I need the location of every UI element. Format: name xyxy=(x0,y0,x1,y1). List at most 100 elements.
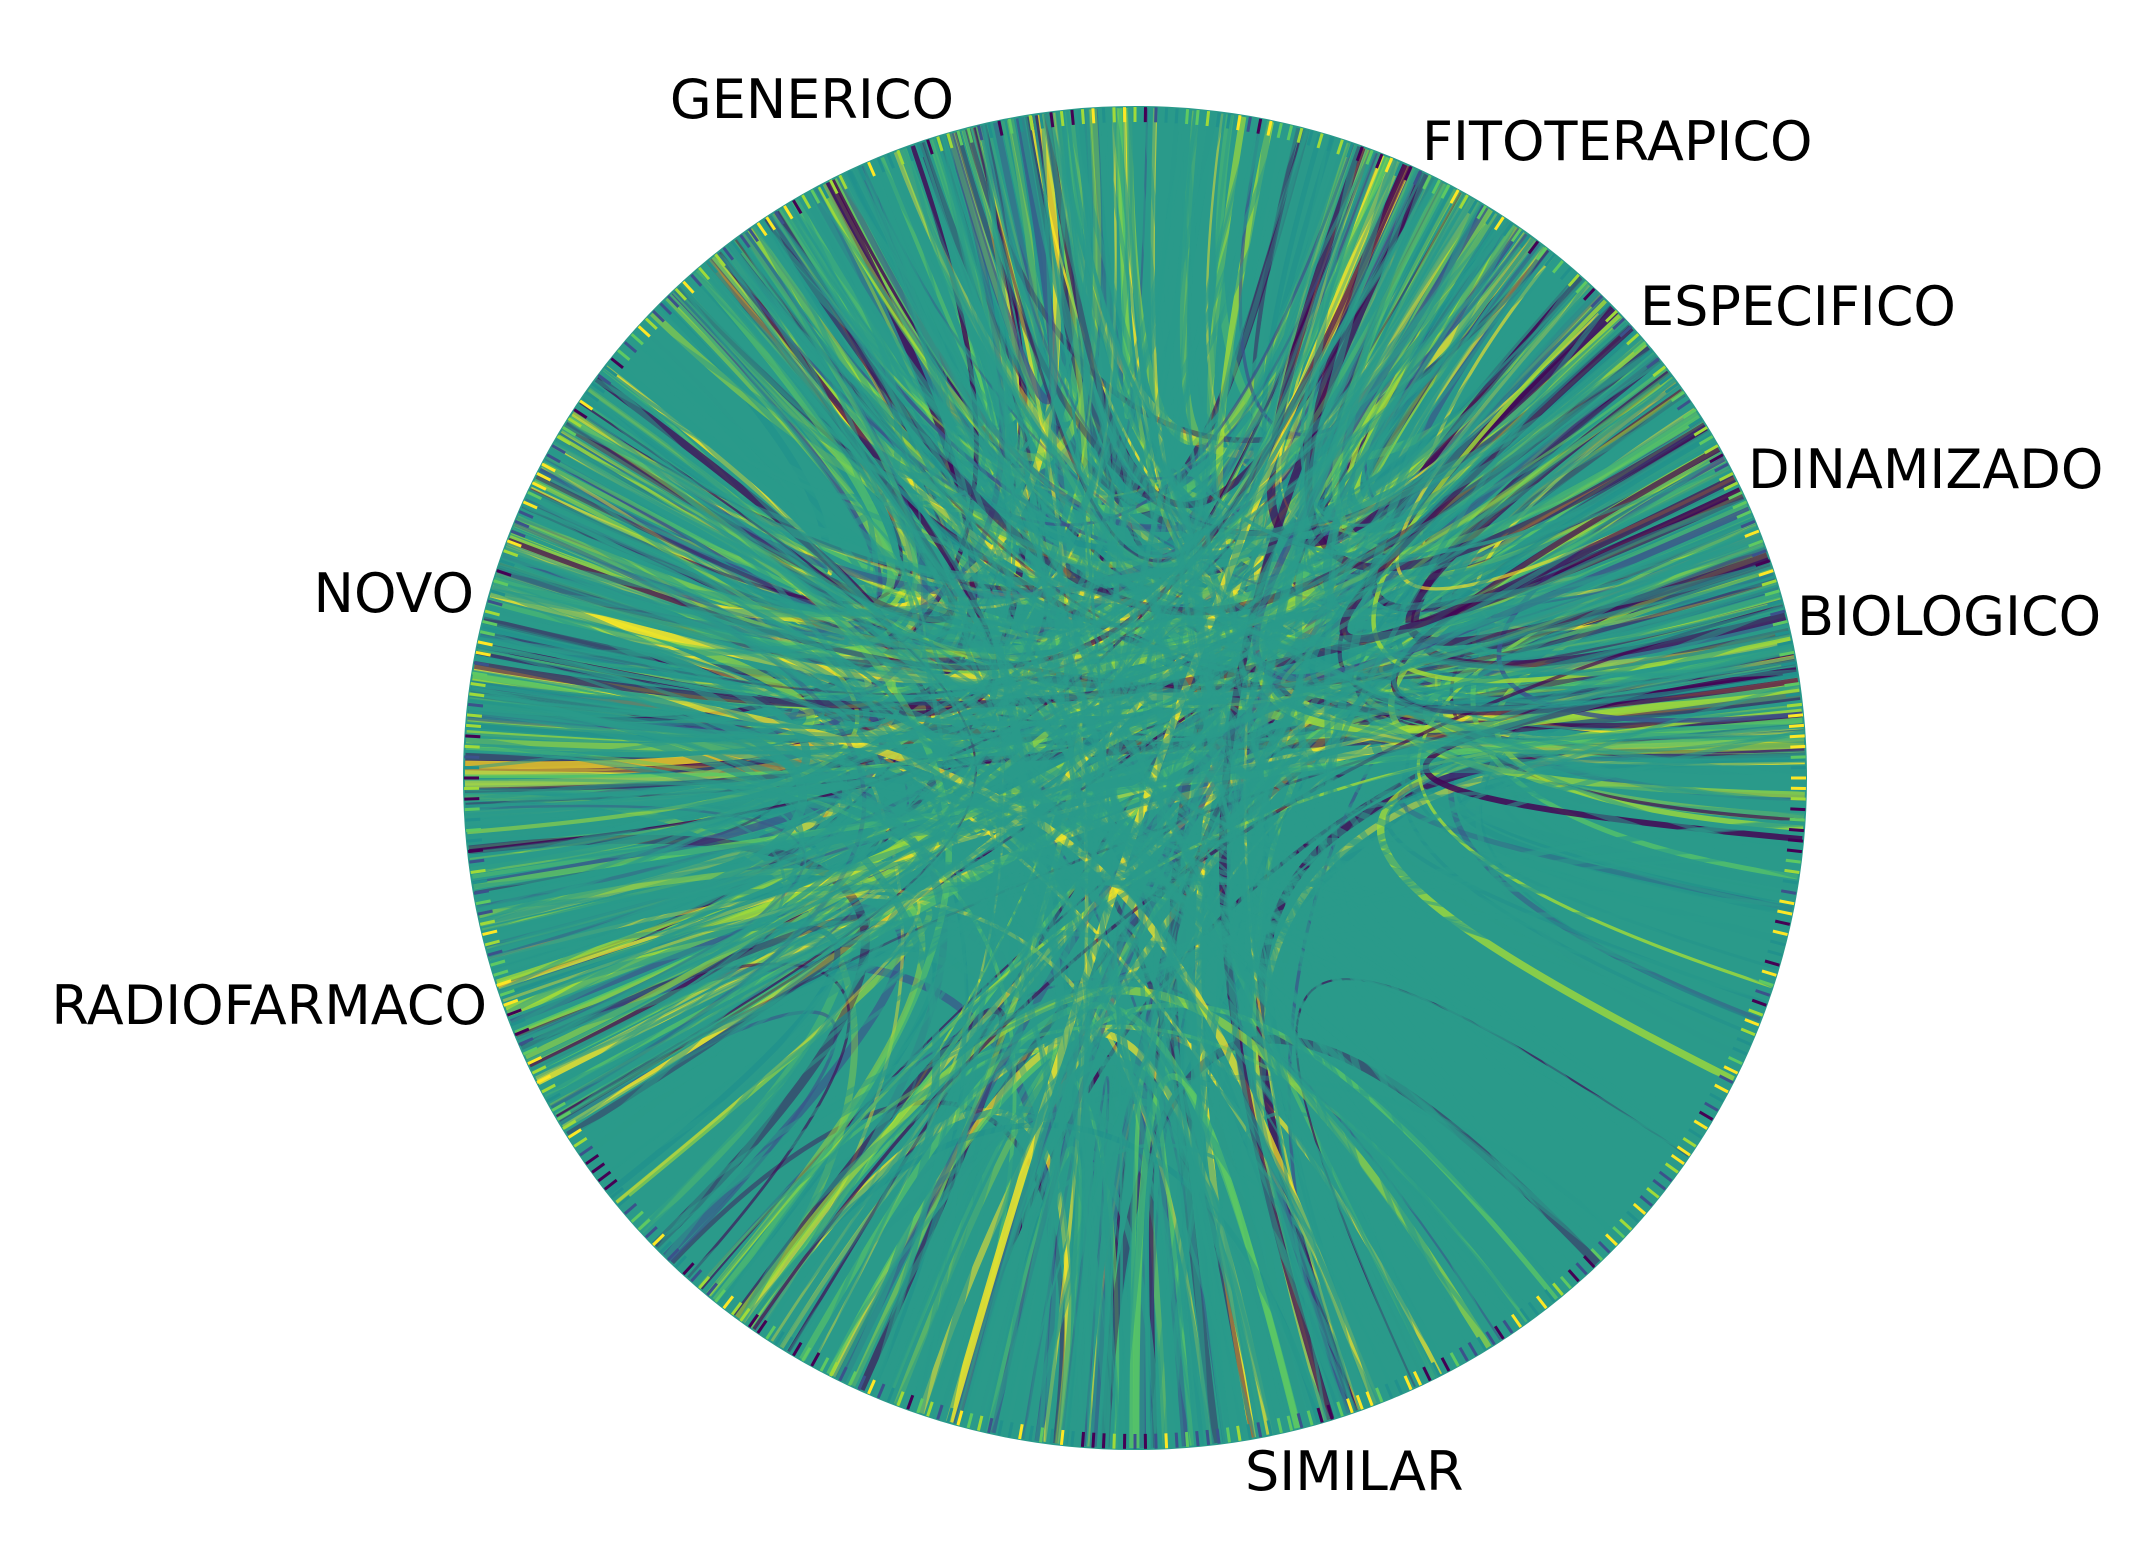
chord-rim-tick xyxy=(503,549,519,558)
chord-rim-tick xyxy=(876,1383,886,1399)
chord-rim-tick xyxy=(490,589,506,597)
chord-ribbon xyxy=(517,621,1789,1045)
chord-rim-tick xyxy=(506,1008,522,1017)
chord-rim-tick xyxy=(1286,125,1294,141)
chord-rim-tick xyxy=(1758,979,1774,987)
chord-rim-tick xyxy=(896,1391,905,1407)
chord-rim-tick xyxy=(573,408,588,420)
chord-rim-tick xyxy=(1552,260,1564,274)
chord-rim-tick xyxy=(585,390,600,403)
chord-rim-tick xyxy=(652,309,665,323)
chord-rim-tick xyxy=(466,838,483,843)
chord-ribbon xyxy=(959,1030,1080,1436)
chord-rim-tick xyxy=(522,1046,538,1056)
chord-rim-tick xyxy=(801,194,812,209)
chord-rim-tick xyxy=(499,989,515,997)
chord-rim-tick xyxy=(783,1336,794,1351)
chord-rim-tick xyxy=(1195,109,1200,126)
chord-rim-tick xyxy=(1755,559,1771,567)
chord-rim-tick xyxy=(1101,107,1106,123)
chord-rim-tick xyxy=(1091,1432,1096,1448)
chord-rim-tick xyxy=(714,1289,726,1303)
chord-rim-tick xyxy=(747,228,760,243)
chord-ribbon xyxy=(1173,110,1616,1252)
chord-rim-tick xyxy=(467,848,484,854)
chord-rim-tick xyxy=(591,382,606,394)
chord-rim-tick xyxy=(469,858,485,864)
chord-rim-tick xyxy=(603,365,618,378)
chord-rim-tick xyxy=(847,170,858,186)
chord-rim-tick xyxy=(1787,713,1804,718)
chord-rim-tick xyxy=(546,1092,561,1103)
chord-rim-tick xyxy=(567,417,582,428)
category-label-radiofarmaco: RADIOFARMACO xyxy=(51,974,487,1037)
chord-rim-tick xyxy=(1185,1431,1190,1448)
chord-rim-tick xyxy=(1296,1413,1304,1429)
chord-rim-tick xyxy=(810,1352,821,1367)
chord-rim-tick xyxy=(867,161,876,177)
chord-rim-tick xyxy=(623,1202,638,1215)
chord-rim-tick xyxy=(1394,1379,1403,1395)
chord-rim-tick xyxy=(1527,240,1540,255)
chord-rim-tick xyxy=(1112,1433,1116,1449)
chord-rim-tick xyxy=(838,1366,848,1382)
chord-ribbon xyxy=(1311,222,1516,1405)
chord-rim-tick xyxy=(464,744,480,749)
chord-ribbon xyxy=(984,123,1690,1160)
chord-rim-tick xyxy=(1590,1248,1604,1261)
chord-rim-tick xyxy=(482,929,498,937)
chord-rim-tick xyxy=(1316,1407,1324,1423)
chord-rim-tick xyxy=(1784,682,1800,688)
chord-rim-tick xyxy=(1751,549,1767,558)
chord-rim-tick xyxy=(597,1170,612,1183)
chord-rim-tick xyxy=(541,1083,556,1094)
chord-rim-tick xyxy=(1639,349,1653,361)
chord-rim-tick xyxy=(916,142,924,158)
chord-rim-tick xyxy=(531,481,547,491)
chord-rim-tick xyxy=(1346,1398,1354,1414)
chord-rim-tick xyxy=(1412,170,1423,186)
chord-rim-tick xyxy=(1467,199,1478,215)
chord-ribbon xyxy=(980,125,1215,1445)
chord-ribbon xyxy=(641,912,1789,1235)
chord-rim-tick xyxy=(976,125,984,141)
chord-rim-tick xyxy=(1664,1162,1679,1174)
chord-rim-tick xyxy=(1736,510,1752,519)
chord-rim-tick xyxy=(482,619,498,627)
chord-rim-tick xyxy=(916,1398,924,1414)
chord-rim-tick xyxy=(579,1145,594,1157)
chord-rim-tick xyxy=(674,287,687,301)
chord-rim-tick xyxy=(698,266,711,281)
chord-rim-tick xyxy=(637,1218,651,1231)
chord-rim-tick xyxy=(1476,205,1487,220)
chord-rim-tick xyxy=(1276,122,1283,139)
chord-ribbon xyxy=(477,350,1655,657)
chord-rim-tick xyxy=(1605,309,1618,323)
chord-ribbon xyxy=(817,360,1662,1370)
chord-rim-tick xyxy=(1789,734,1805,739)
chord-rim-tick xyxy=(496,979,512,987)
chord-rim-tick xyxy=(467,702,484,708)
chord-rim-tick xyxy=(792,1341,803,1357)
chord-rim-tick xyxy=(1664,382,1679,394)
chord-rim-tick xyxy=(1774,630,1791,637)
chord-rim-tick xyxy=(518,1037,534,1046)
chord-rim-tick xyxy=(1544,253,1556,267)
chord-rim-tick xyxy=(1787,838,1804,843)
chord-rim-tick xyxy=(730,240,743,255)
chord-rim-tick xyxy=(514,519,530,529)
chord-rim-tick xyxy=(876,157,886,173)
chord-rim-tick xyxy=(1709,453,1724,464)
chord-rim-tick xyxy=(1070,1430,1075,1447)
chord-rim-tick xyxy=(1154,107,1158,123)
chord-rim-tick xyxy=(1028,115,1034,131)
chord-rim-tick xyxy=(1652,1178,1667,1191)
chord-rim-tick xyxy=(464,807,480,812)
chord-rim-tick xyxy=(567,1128,582,1139)
chord-rim-tick xyxy=(1544,1289,1556,1303)
chord-rim-tick xyxy=(1772,929,1788,937)
chord-ribbon xyxy=(643,318,1796,677)
chord-rim-tick xyxy=(1080,108,1085,125)
chord-rim-tick xyxy=(475,650,491,657)
chord-rim-tick xyxy=(1422,174,1432,190)
